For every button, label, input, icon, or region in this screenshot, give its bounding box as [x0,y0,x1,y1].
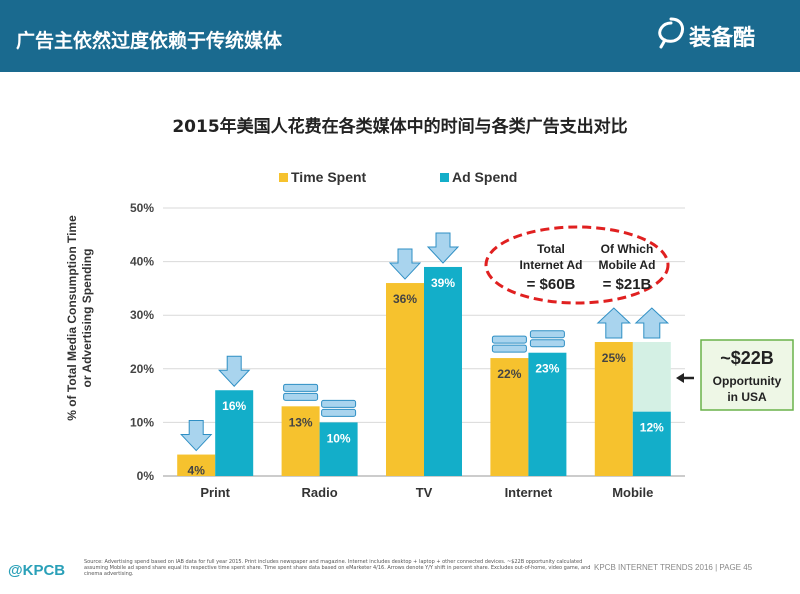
flat-arrow-icon [283,383,319,392]
legend-swatch [279,173,288,182]
legend-swatch [440,173,449,182]
callout-arrow-head-icon [676,373,684,383]
annotation-text: = $60B [527,276,576,293]
bar-ad-spend [319,422,358,476]
annotation-text: Of Which [601,242,654,256]
arrow-up-icon [596,307,632,339]
y-tick-label: 40% [130,255,154,269]
flat-arrow-icon [529,330,565,339]
callout-text: Opportunity [713,374,782,388]
y-tick-label: 20% [130,362,154,376]
flat-arrow-icon [283,392,319,401]
x-tick-label: TV [416,485,433,500]
callout-text: in USA [727,390,767,404]
y-axis-label-line2: or Advertising Spending [80,249,94,388]
data-label: 10% [327,431,351,445]
data-label: 16% [222,399,246,413]
y-tick-label: 0% [137,469,155,483]
arrow-up-icon [634,307,670,339]
legend-label: Ad Spend [452,169,517,185]
annotation-text: = $21B [603,276,652,293]
data-label: 22% [497,367,521,381]
data-label: 39% [431,276,455,290]
bar-ad-spend [215,390,254,476]
y-tick-label: 50% [130,201,154,215]
bar-ad-spend [528,352,567,476]
arrow-down-icon [180,420,213,452]
annotation-ellipse [484,225,670,305]
header-bar: 广告主依然过度依赖于传统媒体 装备酷 [0,0,800,72]
page-footer: KPCB INTERNET TRENDS 2016 | PAGE 45 [594,563,753,572]
data-label: 23% [535,362,559,376]
flat-arrow-icon [529,339,565,348]
flat-arrow-icon [491,344,527,353]
data-label: 12% [640,421,664,435]
bar-time-spent [177,454,216,476]
x-tick-label: Radio [302,485,338,500]
source-note: Source: Advertising spend based on IAB d… [84,559,591,577]
data-label: 13% [289,415,313,429]
brand-logo: 装备酷 [655,16,795,54]
y-tick-label: 30% [130,308,154,322]
y-axis-label-line1: % of Total Media Consumption Time [65,215,79,421]
bar-time-spent [386,283,424,476]
bar-time-spent [594,342,633,476]
page-title: 广告主依然过度依赖于传统媒体 [16,30,283,52]
bar-time-spent [281,406,320,476]
annotation-text: Mobile Ad [599,258,656,272]
arrow-down-icon [426,232,460,264]
brand-name: 装备酷 [689,26,756,51]
x-tick-label: Internet [505,485,553,500]
legend-label: Time Spent [291,169,367,185]
flat-arrow-icon [321,408,357,417]
data-label: 25% [602,351,626,365]
x-tick-label: Print [200,485,230,500]
annotation-text: Internet Ad [520,258,583,272]
opportunity-callout [700,339,794,411]
data-label: 4% [188,464,206,478]
annotation-text: Total [537,242,565,256]
bar-ad-spend [424,266,462,476]
callout-value: ~$22B [720,348,774,368]
y-tick-label: 10% [130,415,154,429]
footer-logo: @KPCB [8,562,66,579]
data-label: 36% [393,292,417,306]
opportunity-area [632,342,671,412]
bar-ad-spend [632,411,671,476]
flat-arrow-icon [321,399,357,408]
brand-icon [658,17,685,49]
bar-time-spent [490,358,529,476]
arrow-down-icon [218,355,251,387]
arrow-down-icon [388,248,422,280]
chart-title: 2015年美国人花费在各类媒体中的时间与各类广告支出对比 [172,117,628,137]
x-tick-label: Mobile [612,485,653,500]
flat-arrow-icon [491,335,527,344]
